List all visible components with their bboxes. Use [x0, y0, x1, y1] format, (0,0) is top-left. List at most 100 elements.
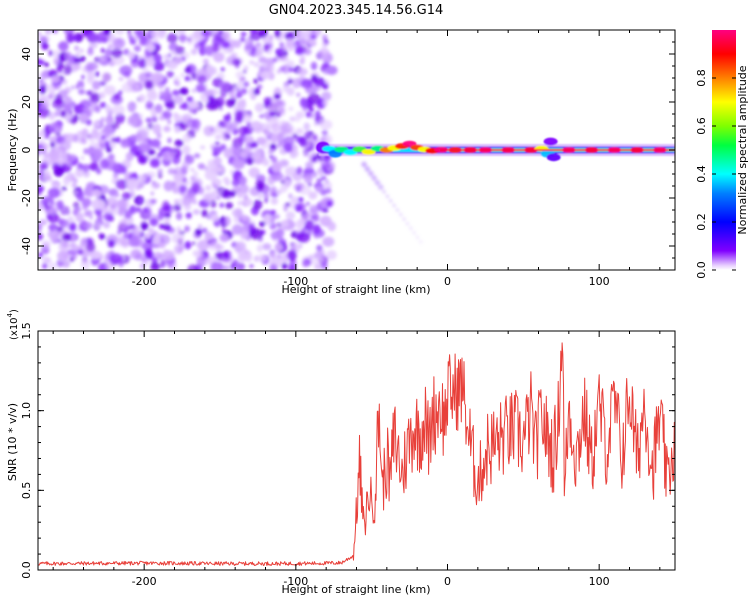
spectrogram-noise-blob: [257, 193, 263, 199]
spectrogram-noise-blob: [178, 185, 187, 193]
spectrogram-noise-blob: [326, 250, 337, 260]
spectrogram-artifact: [399, 212, 403, 217]
spectrogram-noise-blob: [292, 78, 301, 89]
spectrogram-noise-blob: [197, 249, 203, 255]
spectrogram-noise-blob: [268, 154, 274, 159]
spectrogram-noise-blob: [269, 222, 277, 230]
spectrogram-noise-blob: [100, 135, 106, 140]
spectrogram-noise-blob: [106, 208, 112, 214]
spectrogram-noise-blob: [231, 224, 244, 235]
spectrogram-noise-blob: [149, 158, 161, 168]
spectrogram-noise-blob: [254, 102, 265, 113]
spectrogram-noise-blob: [38, 252, 43, 258]
spectrogram-noise-blob: [237, 251, 247, 263]
spectrogram-noise-blob: [182, 145, 191, 155]
spectrogram-noise-blob: [275, 99, 286, 108]
spectrogram-noise-blob: [186, 96, 194, 103]
spectrogram-noise-blob: [103, 85, 116, 96]
spectrogram-noise-blob: [87, 48, 94, 56]
spectrogram-noise-blob: [288, 106, 294, 112]
spectrogram-noise-blob: [56, 250, 70, 262]
spectrogram-noise-blob: [200, 30, 209, 37]
spectrogram-noise-blob: [83, 148, 89, 155]
spectrogram-noise-blob: [73, 57, 81, 65]
snr-xtick-label: -200: [132, 575, 157, 588]
spectrogram-noise-blob: [79, 83, 85, 89]
spectrogram-noise-blob: [266, 124, 271, 131]
spectrogram-noise-blob: [323, 208, 329, 213]
spectrogram-noise-blob: [294, 202, 307, 212]
spectrogram-noise-blob: [198, 200, 206, 208]
spectrogram-noise-blob: [52, 30, 59, 34]
spectrogram-noise-blob: [164, 101, 171, 107]
spectrogram-noise-blob: [273, 93, 281, 100]
spectrogram-noise-blob: [120, 138, 130, 149]
spectrogram-noise-blob: [112, 171, 119, 179]
spectrogram-noise-blob: [181, 102, 189, 110]
spectrogram-noise-blob: [305, 111, 312, 117]
spectrogram-noise-blob: [166, 70, 175, 78]
spectrogram-noise-blob: [243, 135, 255, 145]
spectrogram-noise-blob: [60, 110, 67, 118]
colorbar-tick-label: 0.8: [695, 69, 708, 87]
spectrogram-noise-blob: [167, 262, 174, 269]
spectrogram-noise-blob: [107, 57, 112, 62]
spectrogram-artifact: [392, 203, 396, 208]
spectrogram-noise-blob: [200, 145, 206, 150]
spectrogram-noise-blob: [134, 253, 144, 261]
spectrogram-noise-blob: [275, 228, 285, 238]
spectrogram-noise-blob: [65, 160, 72, 166]
spectrogram-noise-blob: [240, 88, 248, 95]
snr-xlabel: Height of straight line (km): [281, 583, 430, 596]
spectrogram-noise-blob: [91, 129, 99, 139]
spectrogram-noise-blob: [64, 51, 72, 60]
spectrogram-noise-blob: [189, 129, 194, 134]
spectrogram-noise-blob: [81, 74, 85, 80]
spectrogram-noise-blob: [302, 80, 308, 85]
spectrogram-noise-blob: [74, 190, 79, 195]
spectrogram-noise-blob: [63, 64, 72, 75]
spectrogram-noise-blob: [239, 183, 249, 194]
spectrogram-noise-blob: [226, 55, 238, 66]
spectrogram-noise-blob: [149, 138, 161, 148]
spectrogram-noise-blob: [115, 136, 121, 144]
spectrogram-noise-blob: [155, 106, 163, 114]
spectrogram-noise-blob: [158, 242, 166, 249]
spectrogram-noise-blob: [310, 61, 318, 71]
spectrogram-noise-blob: [232, 83, 238, 88]
spectrogram-noise-blob: [249, 263, 254, 269]
spectrogram-noise-blob: [184, 240, 192, 250]
spectrogram-noise-blob: [267, 214, 272, 222]
spectrogram-noise-blob: [138, 58, 147, 69]
spectrogram-noise-blob: [87, 239, 91, 244]
spectrogram-noise-blob: [192, 250, 200, 257]
spectrogram-noise-blob: [206, 196, 210, 201]
spectrogram-noise-blob: [121, 191, 131, 201]
spectrogram-ytick-label: -20: [20, 189, 33, 207]
spectrogram-noise-blob: [84, 187, 96, 198]
spectrogram-noise-blob: [222, 136, 228, 141]
spectrogram-noise-blob: [322, 161, 331, 170]
spectrogram-noise-blob: [84, 105, 89, 111]
spectrogram-noise-blob: [271, 161, 282, 173]
spectrogram-noise-blob: [281, 64, 291, 74]
spectrogram-noise-blob: [109, 140, 116, 149]
spectrogram-noise-blob: [91, 198, 106, 210]
spectrogram-noise-blob: [247, 113, 251, 118]
signal-core: [439, 149, 675, 151]
spectrogram-noise-blob: [127, 101, 137, 113]
spectrogram-noise-blob: [305, 84, 318, 95]
spectrogram-noise-blob: [208, 99, 222, 110]
spectrogram-noise-blob: [45, 133, 50, 139]
spectrogram-noise-blob: [198, 45, 207, 56]
spectrogram-noise-blob: [216, 195, 221, 200]
spectrogram-noise-blob: [268, 112, 275, 117]
spectrogram-noise-blob: [196, 255, 208, 267]
spectrogram-noise-blob: [243, 128, 250, 134]
spectrogram-noise-blob: [38, 152, 41, 158]
spectrogram-noise-blob: [111, 55, 125, 66]
spectrogram-noise-blob: [278, 236, 284, 242]
spectrogram-noise-blob: [192, 170, 199, 178]
spectrogram-noise-blob: [197, 75, 207, 84]
spectrogram-noise-blob: [203, 125, 217, 136]
